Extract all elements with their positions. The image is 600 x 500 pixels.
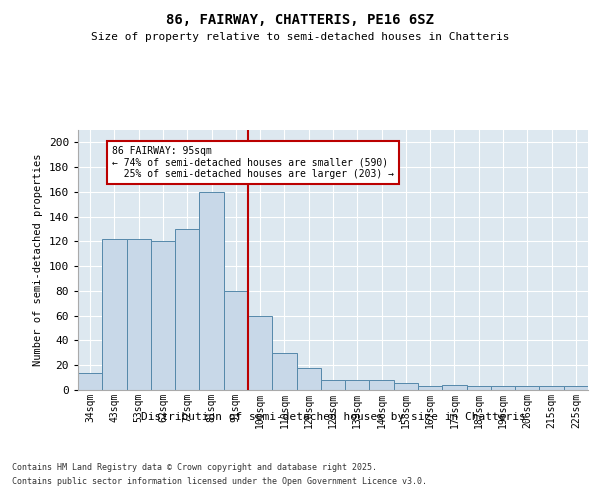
Bar [539,386,564,390]
Bar [418,386,442,390]
Text: Contains public sector information licensed under the Open Government Licence v3: Contains public sector information licen… [12,478,427,486]
Bar [151,242,175,390]
Bar [370,380,394,390]
Bar [127,239,151,390]
Text: 86, FAIRWAY, CHATTERIS, PE16 6SZ: 86, FAIRWAY, CHATTERIS, PE16 6SZ [166,12,434,26]
Bar [442,385,467,390]
Bar [296,368,321,390]
Bar [394,382,418,390]
Text: Contains HM Land Registry data © Crown copyright and database right 2025.: Contains HM Land Registry data © Crown c… [12,462,377,471]
Bar [272,353,296,390]
Bar [491,386,515,390]
Bar [248,316,272,390]
Text: 86 FAIRWAY: 95sqm
← 74% of semi-detached houses are smaller (590)
  25% of semi-: 86 FAIRWAY: 95sqm ← 74% of semi-detached… [112,146,394,180]
Bar [175,229,199,390]
Bar [345,380,370,390]
Bar [467,386,491,390]
Bar [321,380,345,390]
Bar [199,192,224,390]
Bar [78,372,102,390]
Bar [224,291,248,390]
Text: Distribution of semi-detached houses by size in Chatteris: Distribution of semi-detached houses by … [140,412,526,422]
Text: Size of property relative to semi-detached houses in Chatteris: Size of property relative to semi-detach… [91,32,509,42]
Bar [564,386,588,390]
Bar [515,386,539,390]
Y-axis label: Number of semi-detached properties: Number of semi-detached properties [33,154,43,366]
Bar [102,239,127,390]
